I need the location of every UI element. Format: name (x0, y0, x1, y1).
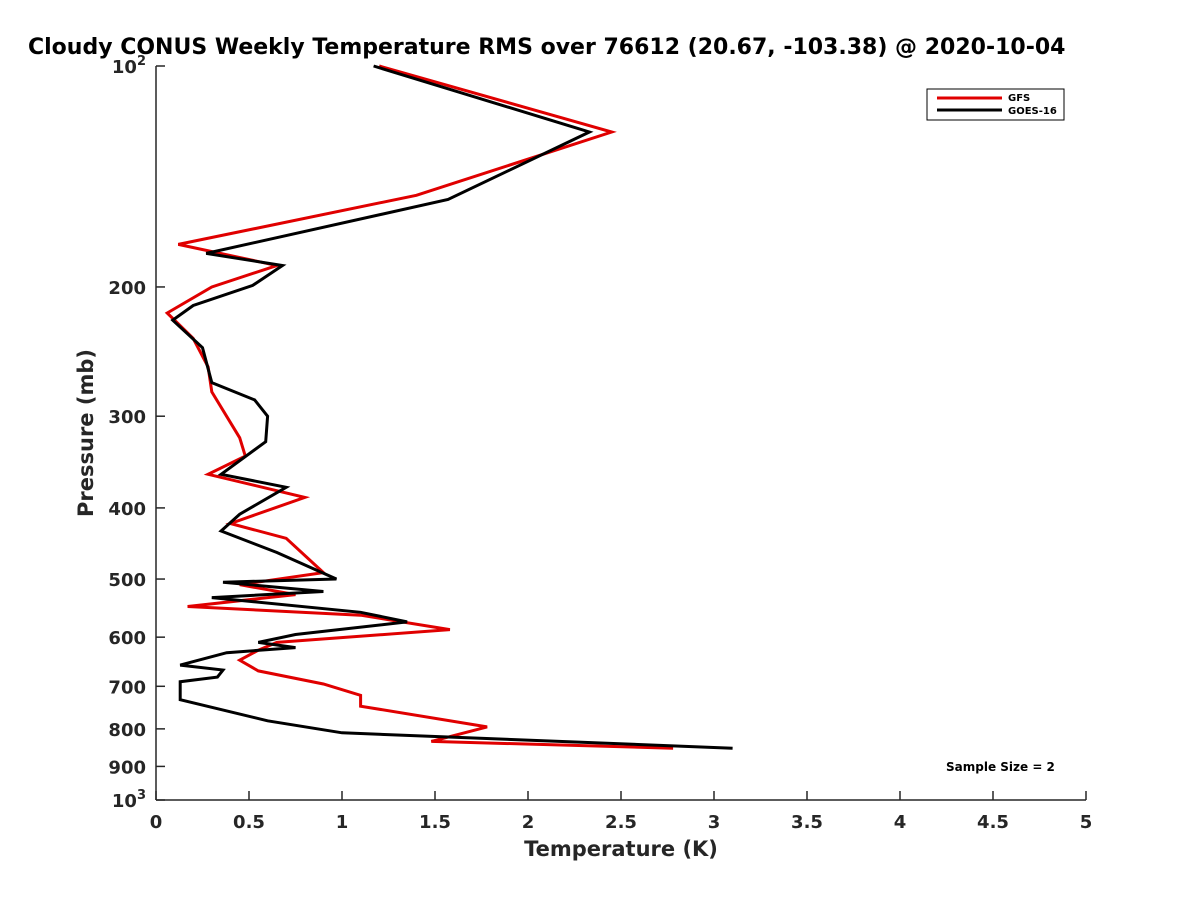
x-tick-label: 4 (894, 812, 907, 833)
x-tick-label: 3 (708, 812, 721, 833)
y-tick-label: 400 (108, 499, 146, 520)
x-tick-label: 2 (522, 812, 535, 833)
y-tick-label: 900 (108, 757, 146, 778)
y-tick-label: 103 (112, 788, 146, 812)
y-tick-label: 500 (108, 570, 146, 591)
x-tick-label: 5 (1080, 812, 1093, 833)
series-line-goes16 (170, 64, 733, 750)
x-tick-label: 4.5 (977, 812, 1009, 833)
x-axis-title: Temperature (K) (524, 837, 718, 861)
x-ticks: 0 0.5 1 1.5 2 2.5 3 3.5 4 4.5 5 (150, 791, 1093, 833)
x-tick-label: 0.5 (233, 812, 265, 833)
x-tick-label: 3.5 (791, 812, 823, 833)
y-tick-label: 600 (108, 628, 146, 649)
y-ticks: 102 200 300 400 500 600 700 800 900 103 (108, 54, 165, 812)
y-tick-label: 102 (112, 54, 146, 78)
y-tick-label: 300 (108, 407, 146, 428)
legend-label-goes16: GOES-16 (1008, 106, 1057, 117)
y-tick-label: 700 (108, 677, 146, 698)
y-tick-label: 200 (108, 278, 146, 299)
legend-label-gfs: GFS (1008, 93, 1030, 104)
y-tick-label: 800 (108, 720, 146, 741)
series-line-gfs (164, 64, 674, 750)
y-axis-title: Pressure (mb) (74, 349, 98, 517)
chart-title: Cloudy CONUS Weekly Temperature RMS over… (28, 35, 1065, 60)
legend-box (926, 88, 1065, 121)
data-lines (164, 64, 733, 750)
x-tick-label: 2.5 (605, 812, 637, 833)
x-tick-label: 1.5 (419, 812, 451, 833)
x-tick-label: 0 (150, 812, 163, 833)
sample-size-annotation: Sample Size = 2 (946, 760, 1055, 774)
x-tick-label: 1 (336, 812, 349, 833)
legend: GFS GOES-16 (926, 88, 1065, 121)
